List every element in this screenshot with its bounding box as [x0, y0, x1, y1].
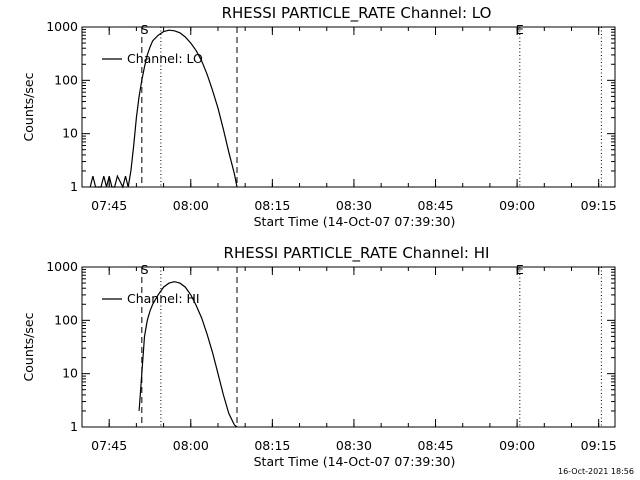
marker-annotation: S [141, 262, 149, 277]
x-tick-label: 08:45 [418, 438, 454, 453]
y-axis-label: Counts/sec [21, 312, 36, 381]
marker-annotation: S [141, 22, 149, 37]
x-tick-label: 08:30 [336, 198, 372, 213]
y-axis-label: Counts/sec [21, 72, 36, 141]
x-axis-label: Start Time (14-Oct-07 07:39:30) [254, 214, 456, 229]
y-tick-label: 100 [54, 72, 78, 87]
x-tick-label: 08:00 [173, 438, 209, 453]
marker-annotation: E [516, 262, 524, 277]
x-tick-label: 09:15 [581, 438, 617, 453]
x-axis-label: Start Time (14-Oct-07 07:39:30) [254, 454, 456, 469]
y-tick-label: 10 [62, 366, 78, 381]
chart-panel-lo: RHESSI PARTICLE_RATE Channel: LO 1 10 100 10… [21, 4, 617, 229]
series-line [138, 281, 238, 428]
chart-title: RHESSI PARTICLE_RATE Channel: LO [222, 4, 492, 23]
plot-frame [81, 26, 616, 188]
x-tick-label: 07:45 [91, 438, 127, 453]
y-tick-label: 1000 [46, 19, 78, 34]
x-tick-label: 07:45 [91, 198, 127, 213]
plot-frame [81, 266, 616, 428]
y-tick-label: 1 [70, 419, 78, 434]
x-tick-label: 08:00 [173, 198, 209, 213]
x-tick-label: 08:15 [254, 198, 290, 213]
y-tick-label: 1000 [46, 259, 78, 274]
chart-title: RHESSI PARTICLE_RATE Channel: HI [224, 244, 490, 263]
y-tick-label: 100 [54, 312, 78, 327]
x-tick-label: 09:00 [499, 198, 535, 213]
marker-annotation: E [516, 22, 524, 37]
x-tick-label: 09:00 [499, 438, 535, 453]
x-tick-label: 08:30 [336, 438, 372, 453]
chart-panel-hi: RHESSI PARTICLE_RATE Channel: HI 1 10 100 10… [21, 244, 617, 469]
footer-timestamp: 16-Oct-2021 18:56 [558, 467, 634, 476]
y-tick-label: 1 [70, 179, 78, 194]
y-tick-label: 10 [62, 126, 78, 141]
legend-label: Channel: LO [127, 51, 203, 66]
x-tick-label: 08:15 [254, 438, 290, 453]
series-line [89, 29, 238, 189]
x-tick-label: 08:45 [418, 198, 454, 213]
legend-label: Channel: HI [127, 291, 200, 306]
x-tick-label: 09:15 [581, 198, 617, 213]
